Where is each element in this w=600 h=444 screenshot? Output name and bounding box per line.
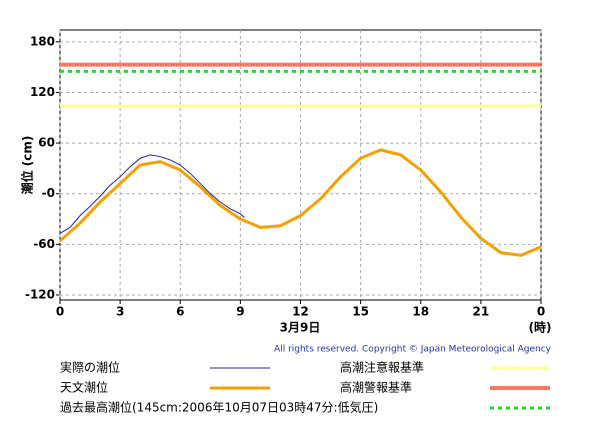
y-tick-label: -60: [33, 237, 55, 251]
legend-label: 過去最高潮位(145cm:2006年10月07日03時47分:低気圧): [60, 400, 378, 415]
legend-label: 高潮警報基準: [340, 380, 412, 395]
y-tick-label: 180: [30, 34, 55, 48]
y-tick-label: -0: [42, 186, 55, 200]
y-tick-label: -120: [25, 287, 55, 301]
legend-label: 高潮注意報基準: [340, 360, 424, 375]
x-tick-label: 6: [176, 305, 184, 319]
x-tick-label: 15: [352, 305, 369, 319]
series-line: [59, 148, 542, 257]
y-axis-title: 潮位 (cm): [20, 136, 35, 195]
x-tick-label: 21: [473, 305, 490, 319]
x-tick-label: 12: [292, 305, 309, 319]
x-tick-label: 0: [537, 305, 545, 319]
x-axis-title: 3月9日: [280, 321, 321, 335]
x-tick-label: 0: [56, 305, 64, 319]
x-tick-label: 3: [116, 305, 124, 319]
series-line: [59, 154, 245, 234]
legend-label: 実際の潮位: [60, 360, 120, 375]
legend-label: 天文潮位: [60, 380, 108, 395]
copyright: All rights reserved. Copyright © Japan M…: [274, 345, 552, 355]
x-axis-unit: (時): [529, 320, 552, 335]
y-tick-label: 60: [38, 136, 55, 150]
x-tick-label: 18: [412, 305, 429, 319]
x-tick-label: 9: [236, 305, 244, 319]
y-tick-label: 120: [30, 85, 55, 99]
